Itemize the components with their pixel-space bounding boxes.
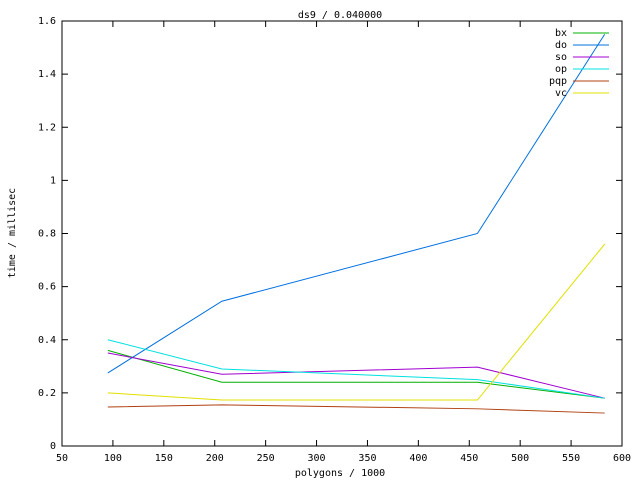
x-tick-label: 250 [257, 453, 275, 464]
chart-title: ds9 / 0.040000 [298, 10, 382, 21]
y-tick-label: 0 [50, 441, 56, 452]
series-line [107, 352, 605, 399]
legend-label: so [555, 52, 567, 63]
y-tick-label: 0.2 [38, 388, 56, 399]
series-line [107, 339, 605, 399]
x-tick-label: 400 [409, 453, 427, 464]
y-tick-label: 1.2 [38, 122, 56, 133]
x-tick-label: 450 [460, 453, 478, 464]
y-tick-label: 1.6 [38, 16, 56, 27]
x-tick-label: 600 [613, 453, 631, 464]
x-tick-label: 350 [358, 453, 376, 464]
y-tick-label: 0.6 [38, 282, 56, 293]
x-axis-label: polygons / 1000 [295, 468, 385, 479]
legend-label: bx [555, 28, 567, 39]
y-tick-label: 1.4 [38, 69, 56, 80]
y-tick-label: 0.4 [38, 335, 56, 346]
legend-label: do [555, 40, 567, 51]
legend-label: pqp [549, 76, 567, 87]
series-line [107, 243, 606, 401]
legend-label: op [555, 64, 567, 75]
series-line [107, 349, 605, 399]
series-line [107, 404, 605, 414]
x-tick-label: 100 [104, 453, 122, 464]
y-tick-label: 0.8 [38, 229, 56, 240]
x-tick-label: 500 [511, 453, 529, 464]
x-tick-label: 300 [308, 453, 326, 464]
x-tick-label: 50 [56, 453, 68, 464]
legend-label: vc [555, 88, 567, 99]
y-axis-label: time / millisec [7, 188, 18, 278]
y-tick-label: 1 [50, 175, 56, 186]
x-tick-label: 200 [206, 453, 224, 464]
x-tick-label: 550 [562, 453, 580, 464]
x-tick-label: 150 [155, 453, 173, 464]
series-line [107, 34, 606, 374]
